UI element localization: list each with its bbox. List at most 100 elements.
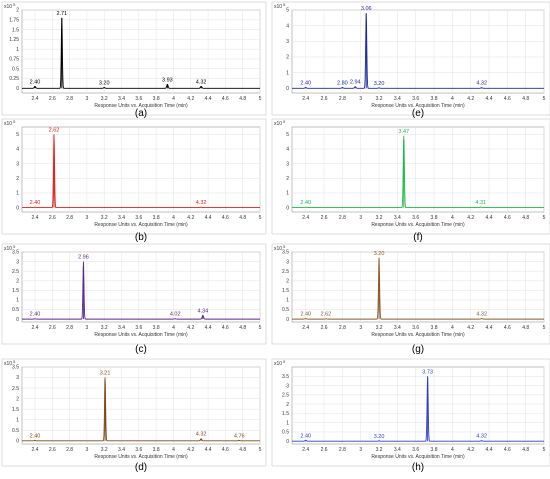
x-tick-label: 2.6 <box>321 325 328 331</box>
y-multiplier-exponent: 5 <box>282 119 286 124</box>
x-tick-label: 4.2 <box>467 325 474 331</box>
y-multiplier-exponent: 5 <box>282 244 286 249</box>
panel-border <box>271 243 550 345</box>
y-multiplier: x10 5 <box>274 244 286 252</box>
chromatogram-trace <box>292 138 544 209</box>
y-tick-label: 1.75 <box>9 17 19 23</box>
peak-label: 2.40 <box>30 200 41 206</box>
x-tick-label: 3.2 <box>101 325 108 331</box>
panel-border <box>1 1 267 116</box>
x-tick-label: 3 <box>359 96 362 102</box>
plot-area <box>21 251 261 323</box>
chromatogram-trace <box>22 134 260 209</box>
y-tick-label: 0.5 <box>12 66 19 72</box>
y-tick-label: 1 <box>286 420 289 426</box>
x-tick-label: 3.2 <box>376 325 383 331</box>
x-tick-label: 3.6 <box>135 447 142 453</box>
y-tick-label: 5 <box>286 8 289 14</box>
panel-caption: (g) <box>412 344 424 355</box>
x-tick-label: 4.8 <box>239 325 246 331</box>
y-tick-label: 2 <box>16 278 19 284</box>
x-tick-label: 2.6 <box>321 447 328 453</box>
x-tick-label: 4.4 <box>205 325 212 331</box>
y-tick-label: 3 <box>286 383 289 389</box>
x-tick-label: 4.8 <box>239 215 246 221</box>
peak-label: 2.40 <box>300 433 311 439</box>
peak-label: 4.32 <box>476 312 487 318</box>
x-tick-label: 3 <box>86 96 89 102</box>
x-tick-label: 3.2 <box>101 447 108 453</box>
peak-label: 2.80 <box>337 81 348 87</box>
x-tick-label: 2.4 <box>32 96 39 102</box>
x-tick-label: 4.2 <box>187 325 194 331</box>
x-tick-label: 3.6 <box>412 96 419 102</box>
x-tick-label: 2.4 <box>302 215 309 221</box>
y-multiplier-exponent: 5 <box>282 2 286 7</box>
x-tick-label: 2.8 <box>339 96 346 102</box>
x-tick-label: 2.8 <box>339 325 346 331</box>
chromatogram-trace <box>292 377 544 442</box>
x-axis-title: Response Units vs. Acquisition Time (min… <box>371 222 465 228</box>
y-multiplier-exponent: 5 <box>12 244 16 249</box>
x-tick-label: 3.8 <box>153 215 160 221</box>
y-multiplier-exponent: 5 <box>282 359 286 364</box>
y-multiplier-exponent: 5 <box>12 119 16 124</box>
x-tick-label: 4.2 <box>187 96 194 102</box>
plot-area <box>291 9 545 94</box>
x-tick-label: 4 <box>172 96 175 102</box>
peak-label: 2.40 <box>300 312 311 318</box>
peak-label: 4.32 <box>196 79 207 85</box>
y-tick-label: 1 <box>16 47 19 53</box>
panel-caption: (f) <box>413 232 422 243</box>
y-multiplier-base: x10 <box>4 4 12 10</box>
x-tick-label: 4.6 <box>504 96 511 102</box>
x-axis-title: Response Units vs. Acquisition Time (min… <box>371 454 465 460</box>
x-tick-label: 3.2 <box>101 96 108 102</box>
y-tick-label: 2 <box>16 396 19 402</box>
x-tick-label: 2.6 <box>49 447 56 453</box>
x-tick-label: 2.8 <box>66 325 73 331</box>
x-tick-label: 4 <box>172 447 175 453</box>
panel-caption: (d) <box>135 462 147 473</box>
y-tick-label: 0 <box>16 439 19 445</box>
x-tick-label: 4 <box>451 96 454 102</box>
y-tick-label: 2 <box>286 176 289 182</box>
peak-label: 2.62 <box>49 127 60 133</box>
y-tick-label: 3 <box>286 39 289 45</box>
chart-panel-b: 2.4 2.6 2.8 3 3.2 3.4 3.6 3.8 4 4.2 4.4 4.6 4.8 5 0 1 2 3… <box>1 118 267 235</box>
panel-border <box>1 118 267 235</box>
y-tick-label: 1 <box>286 191 289 197</box>
peak-label: 2.62 <box>321 312 332 318</box>
y-tick-label: 2 <box>286 278 289 284</box>
y-tick-label: 3.5 <box>12 365 19 371</box>
x-axis-title: Response Units vs. Acquisition Time (min… <box>371 332 465 338</box>
x-tick-label: 4.6 <box>222 325 229 331</box>
y-tick-label: 0 <box>286 317 289 323</box>
x-tick-label: 4.4 <box>486 325 493 331</box>
x-tick-label: 4.4 <box>205 215 212 221</box>
x-tick-label: 3.2 <box>376 215 383 221</box>
x-tick-label: 3.4 <box>394 96 401 102</box>
x-tick-label: 4.4 <box>486 96 493 102</box>
peak-label: 4.32 <box>476 434 487 440</box>
y-tick-label: 3 <box>16 259 19 265</box>
x-tick-label: 4.2 <box>467 96 474 102</box>
x-tick-label: 4.4 <box>486 215 493 221</box>
x-tick-label: 3.4 <box>118 96 125 102</box>
peak-label: 2.40 <box>30 312 41 318</box>
x-tick-label: 3.8 <box>431 215 438 221</box>
peak-label: 2.96 <box>78 255 89 261</box>
chart-panel-g: 2.4 2.6 2.8 3 3.2 3.4 3.6 3.8 4 4.2 4.4 4.6 4.8 5 0 0.5… <box>271 243 550 345</box>
x-tick-label: 3 <box>359 215 362 221</box>
x-tick-label: 3.6 <box>412 325 419 331</box>
y-tick-label: 4 <box>286 23 289 29</box>
panel-border <box>271 118 550 235</box>
y-multiplier: x10 5 <box>274 119 286 127</box>
x-tick-label: 5 <box>259 447 262 453</box>
chart-panel-f: 2.4 2.6 2.8 3 3.2 3.4 3.6 3.8 4 4.2 4.4 4.6 4.8 5 0 1 2 3… <box>271 118 550 235</box>
y-tick-label: 0 <box>16 86 19 92</box>
x-tick-label: 4.4 <box>205 96 212 102</box>
peak-label: 4.32 <box>196 432 207 438</box>
x-tick-label: 3.8 <box>431 447 438 453</box>
panel-caption: (e) <box>412 108 424 119</box>
